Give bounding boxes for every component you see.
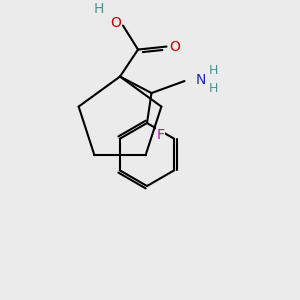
Text: O: O bbox=[110, 16, 121, 30]
Text: H: H bbox=[94, 2, 104, 16]
Text: H: H bbox=[209, 64, 218, 77]
Text: H: H bbox=[209, 82, 218, 95]
Text: N: N bbox=[196, 73, 206, 87]
Text: O: O bbox=[169, 40, 180, 54]
Text: F: F bbox=[157, 128, 165, 142]
